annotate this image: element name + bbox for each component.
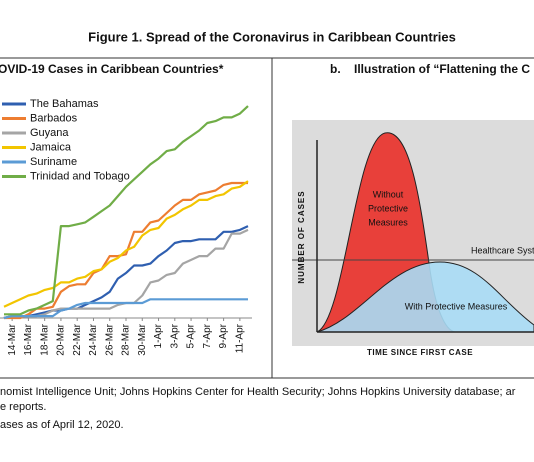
legend-label: Trinidad and Tobago [30,170,130,182]
x-tick-label: 18-Mar [39,323,50,355]
curve-with [316,261,534,333]
x-tick-label: 1-Apr [153,323,164,348]
threshold-label: Healthcare Syste [471,245,534,255]
curve-label: With Protective Measures [405,301,508,311]
legend-label: The Bahamas [30,98,99,110]
illustration-title: b. Illustration of “Flattening the C [330,62,530,76]
legend-label: Barbados [30,112,78,124]
legend-label: Suriname [30,156,77,168]
series-line [4,181,248,320]
note: nomist Intelligence Unit; Johns Hopkins … [0,386,516,398]
chart-title: OVID-19 Cases in Caribbean Countries* [0,62,224,76]
x-tick-label: 3-Apr [169,323,180,348]
legend-label: Jamaica [30,141,72,153]
x-tick-label: 11-Apr [235,323,246,353]
curve-label: Protective [368,203,408,213]
x-tick-label: 9-Apr [218,323,229,348]
x-tick-label: 24-Mar [88,323,99,355]
x-tick-label: 16-Mar [23,323,34,355]
note: e reports. [0,401,46,413]
x-tick-label: 22-Mar [72,323,83,355]
x-tick-label: 5-Apr [186,323,197,348]
x-tick-label: 28-Mar [121,323,132,355]
series-line [3,225,249,320]
figure-title: Figure 1. Spread of the Coronavirus in C… [88,29,456,44]
axis-label: NUMBER OF CASES [297,190,306,283]
x-tick-label: 7-Apr [202,323,213,348]
x-tick-label: 26-Mar [104,323,115,355]
curve-label: Without [373,189,404,199]
x-tick-label: 14-Mar [7,323,18,355]
series-line [3,298,248,320]
curve-label: Measures [368,217,408,227]
note: ases as of April 12, 2020. [0,419,124,431]
illustration: NUMBER OF CASES TIME SINCE FIRST CASE Wi… [292,120,534,357]
axis-label: TIME SINCE FIRST CASE [367,348,473,357]
legend-label: Guyana [30,127,69,139]
x-tick-label: 20-Mar [56,323,67,355]
x-tick-label: 30-Mar [137,323,148,355]
series-line [3,180,249,308]
series-line [4,105,249,316]
